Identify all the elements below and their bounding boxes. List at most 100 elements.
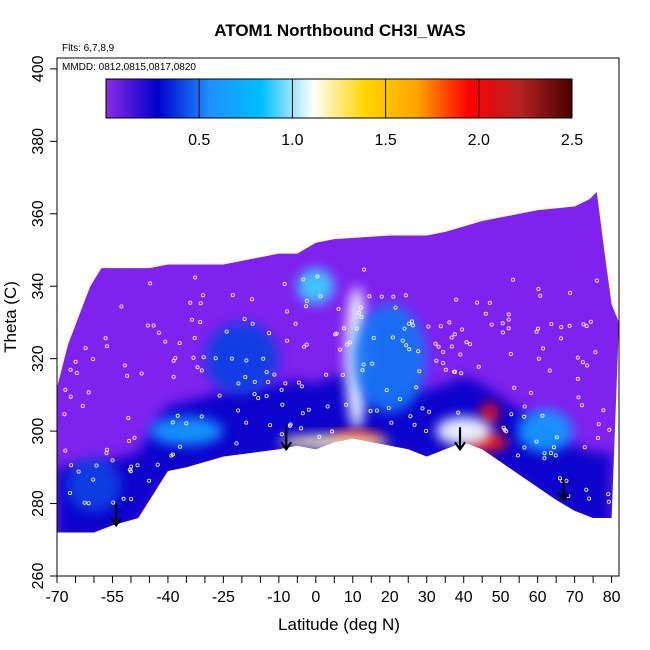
sample-point: [547, 368, 552, 373]
sample-point: [454, 297, 459, 302]
sample-point: [304, 304, 309, 309]
field-cell: [352, 304, 427, 413]
sample-point: [110, 458, 115, 463]
sample-point: [175, 413, 180, 418]
sample-point: [298, 426, 303, 431]
sample-point: [587, 496, 592, 501]
sample-point: [508, 351, 513, 356]
sample-point: [538, 293, 543, 298]
sample-point: [68, 490, 73, 495]
sample-point: [284, 338, 289, 343]
chart-title: ATOM1 Northbound CH3I_WAS: [214, 21, 466, 40]
sample-point: [506, 326, 511, 331]
sample-point: [512, 385, 517, 390]
sample-point: [404, 343, 409, 348]
field-cell: [278, 434, 390, 450]
sample-point: [427, 409, 432, 414]
sample-point: [283, 381, 288, 386]
sample-point: [534, 439, 539, 444]
y-tick-label: 400: [30, 55, 47, 82]
sample-point: [261, 356, 266, 361]
sample-point: [557, 476, 562, 481]
sample-point: [193, 275, 198, 280]
sample-point: [506, 312, 511, 317]
colorbar-tick-label: 2.0: [468, 132, 490, 149]
sample-point: [189, 317, 194, 322]
colorbar-tick-label: 1.5: [374, 132, 396, 149]
y-tick-label: 340: [30, 273, 47, 300]
sample-point: [436, 344, 441, 349]
sample-point: [127, 467, 132, 472]
sample-point: [354, 326, 359, 331]
sample-point: [536, 326, 541, 331]
sample-point: [567, 323, 572, 328]
sample-point: [122, 363, 127, 368]
sample-point: [244, 420, 249, 425]
sample-point: [384, 388, 389, 393]
sample-point: [256, 396, 261, 401]
sample-point: [129, 497, 134, 502]
sample-point: [63, 448, 68, 453]
sample-point: [252, 379, 257, 384]
sample-point: [509, 412, 514, 417]
sample-point: [336, 306, 341, 311]
sample-point: [596, 435, 601, 440]
sample-point: [502, 427, 507, 432]
y-axis-label: Theta (C): [1, 281, 20, 353]
x-axis-label: Latitude (deg N): [278, 615, 400, 634]
sample-point: [155, 462, 160, 467]
sample-point: [318, 294, 323, 299]
sample-point: [510, 277, 515, 282]
arrows: [110, 427, 570, 528]
sample-point: [333, 332, 338, 337]
sample-point: [127, 438, 132, 443]
sample-point: [581, 322, 586, 327]
sample-point: [371, 335, 376, 340]
sample-point: [125, 373, 130, 378]
sample-point: [522, 445, 527, 450]
x-tick-label: 50: [492, 589, 510, 606]
sample-point: [156, 330, 161, 335]
sample-point: [338, 347, 343, 352]
sample-point: [147, 478, 152, 483]
x-tick-label: 70: [566, 589, 584, 606]
sample-point: [299, 384, 304, 389]
sample-point: [575, 355, 580, 360]
sample-point: [606, 492, 611, 497]
sample-point: [501, 425, 506, 430]
field-cell: [480, 402, 499, 424]
sample-point: [170, 420, 175, 425]
sample-point: [169, 453, 174, 458]
field-cell: [435, 416, 492, 446]
sample-point: [487, 300, 492, 305]
y-tick-label: 360: [30, 200, 47, 227]
sample-point: [230, 293, 235, 298]
sample-point: [91, 357, 96, 362]
sample-point: [426, 324, 431, 329]
sample-point: [268, 423, 273, 428]
sample-point: [606, 499, 611, 504]
sample-point: [596, 422, 601, 427]
sample-point: [407, 347, 412, 352]
sample-point: [390, 335, 395, 340]
sample-point: [441, 349, 446, 354]
sample-point: [367, 294, 372, 299]
arrow-head: [557, 492, 570, 502]
sample-point: [347, 340, 352, 345]
sample-point: [423, 428, 428, 433]
sample-point: [370, 361, 375, 366]
sample-point: [340, 372, 345, 377]
sample-point: [393, 305, 398, 310]
sample-point: [171, 358, 176, 363]
sample-point: [243, 375, 248, 380]
sample-point: [69, 463, 74, 468]
y-axis: 260 280 300 320 340 360 380 400: [30, 55, 57, 589]
sample-point: [304, 298, 309, 303]
sample-point: [397, 397, 402, 402]
sample-point: [188, 300, 193, 305]
sample-point: [86, 390, 91, 395]
sample-point: [549, 450, 554, 455]
sample-point: [63, 387, 68, 392]
sample-point: [244, 358, 249, 363]
x-tick-label: 60: [529, 589, 547, 606]
